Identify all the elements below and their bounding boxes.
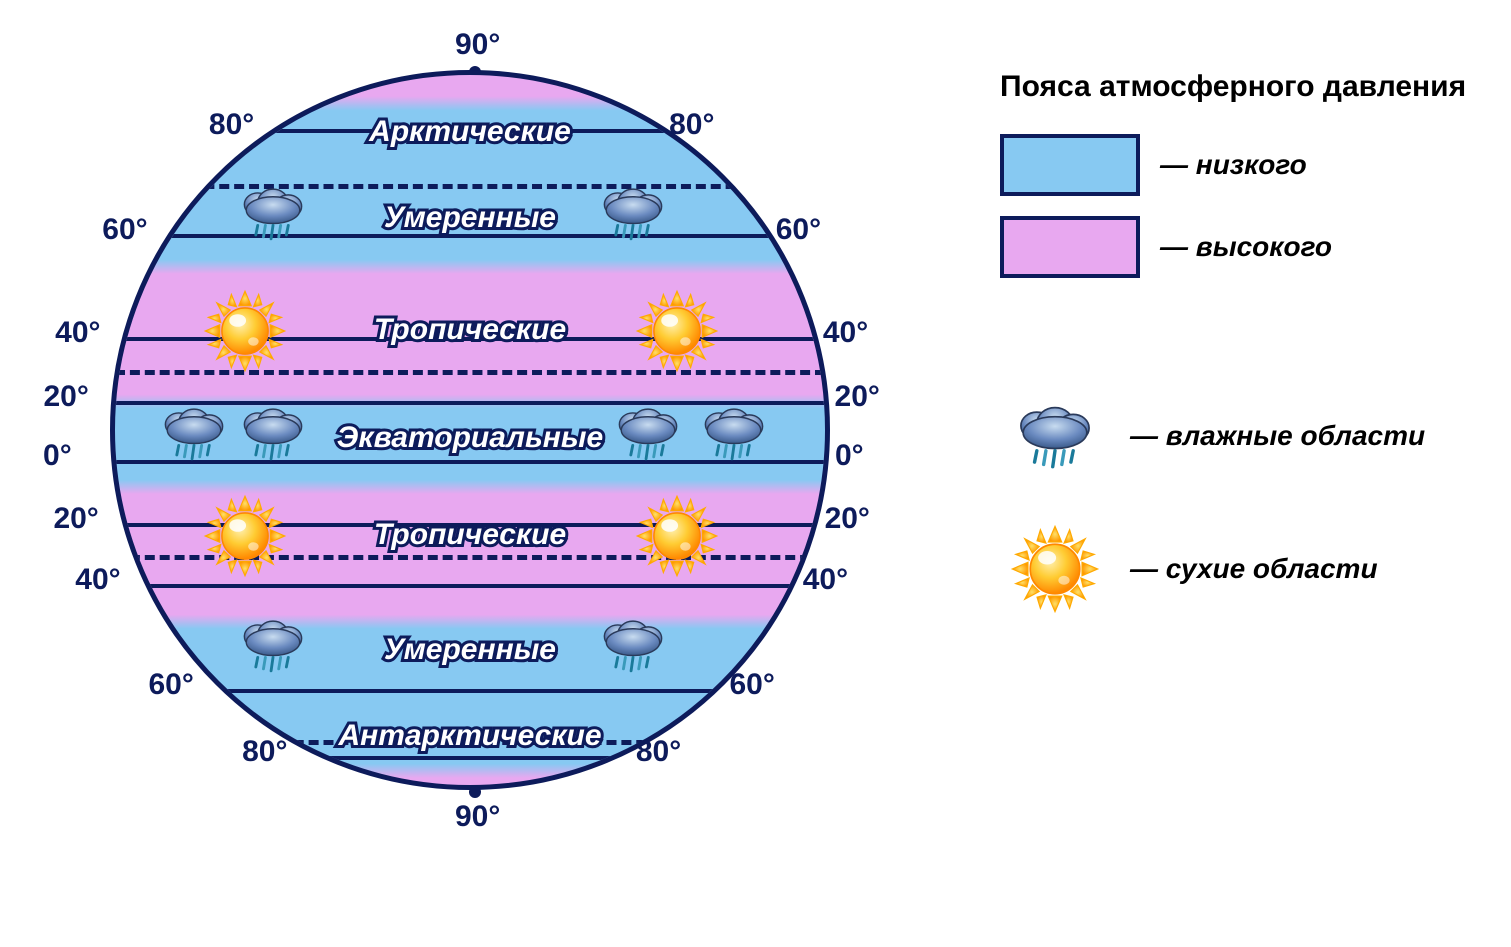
- globe-area: 90° АрктическиеАрктическиеУмеренныеУмере…: [60, 30, 880, 920]
- zone-label: УмеренныеУмеренные: [384, 633, 556, 667]
- lat-label: 60°: [102, 213, 147, 247]
- sun-icon: [203, 289, 287, 378]
- rain-icon: [692, 401, 776, 470]
- lat-label: 80°: [669, 108, 714, 142]
- legend-low-swatch: [1000, 134, 1140, 196]
- rain-icon: [591, 613, 675, 682]
- lat-label: 20°: [835, 380, 880, 414]
- legend-low-row: — низкого: [1000, 134, 1480, 196]
- legend-high-label: — высокого: [1160, 231, 1332, 263]
- lat-label: 60°: [776, 213, 821, 247]
- rain-icon: [231, 613, 315, 682]
- lat-label: 40°: [75, 563, 120, 597]
- lat-line: [115, 584, 825, 588]
- legend-high-row: — высокого: [1000, 216, 1480, 278]
- pole-dot-s: [469, 786, 481, 798]
- legend: Пояса атмосферного давления — низкого — …: [1000, 70, 1480, 644]
- lat-label: 40°: [55, 316, 100, 350]
- rain-icon: [231, 181, 315, 250]
- legend-dry-label: — сухие области: [1130, 553, 1378, 585]
- lat-label: 20°: [53, 502, 98, 536]
- lat-line: [115, 756, 825, 760]
- zone-label: ТропическиеТропические: [374, 313, 566, 347]
- zone-label: УмеренныеУмеренные: [384, 201, 556, 235]
- globe: АрктическиеАрктическиеУмеренныеУмеренные…: [110, 70, 830, 790]
- lat-label: 40°: [823, 316, 868, 350]
- lat-label: 20°: [43, 380, 88, 414]
- lat-line: [115, 234, 825, 238]
- legend-high-swatch: [1000, 216, 1140, 278]
- legend-low-label: — низкого: [1160, 149, 1307, 181]
- sun-icon: [203, 494, 287, 583]
- lat-label: 80°: [242, 735, 287, 769]
- legend-dry-row: — сухие области: [1000, 524, 1480, 614]
- rain-icon: [591, 181, 675, 250]
- zone-label: ЭкваториальныеЭкваториальные: [337, 421, 603, 455]
- sun-icon: [635, 494, 719, 583]
- legend-title: Пояса атмосферного давления: [1000, 70, 1480, 104]
- sun-icon: [635, 289, 719, 378]
- lat-line: [115, 689, 825, 693]
- lat-90s: 90°: [455, 800, 500, 834]
- lat-label: 60°: [730, 668, 775, 702]
- lat-label: 20°: [825, 502, 870, 536]
- rain-icon: [606, 401, 690, 470]
- rain-icon: [152, 401, 236, 470]
- lat-label: 0°: [835, 439, 864, 473]
- sun-icon: [1000, 524, 1110, 614]
- lat-label: 0°: [43, 439, 72, 473]
- diagram-container: 90° АрктическиеАрктическиеУмеренныеУмере…: [0, 0, 1511, 947]
- legend-wet-row: — влажные области: [1000, 398, 1480, 474]
- lat-dash: [115, 740, 825, 745]
- legend-wet-label: — влажные области: [1130, 420, 1425, 452]
- lat-label: 40°: [803, 563, 848, 597]
- lat-dash: [115, 184, 825, 189]
- lat-label: 80°: [209, 108, 254, 142]
- rain-icon: [231, 401, 315, 470]
- lat-label: 60°: [148, 668, 193, 702]
- rain-icon: [1000, 398, 1110, 474]
- zone-label: АнтарктическиеАнтарктические: [338, 719, 601, 753]
- lat-90n: 90°: [455, 28, 500, 62]
- lat-label: 80°: [636, 735, 681, 769]
